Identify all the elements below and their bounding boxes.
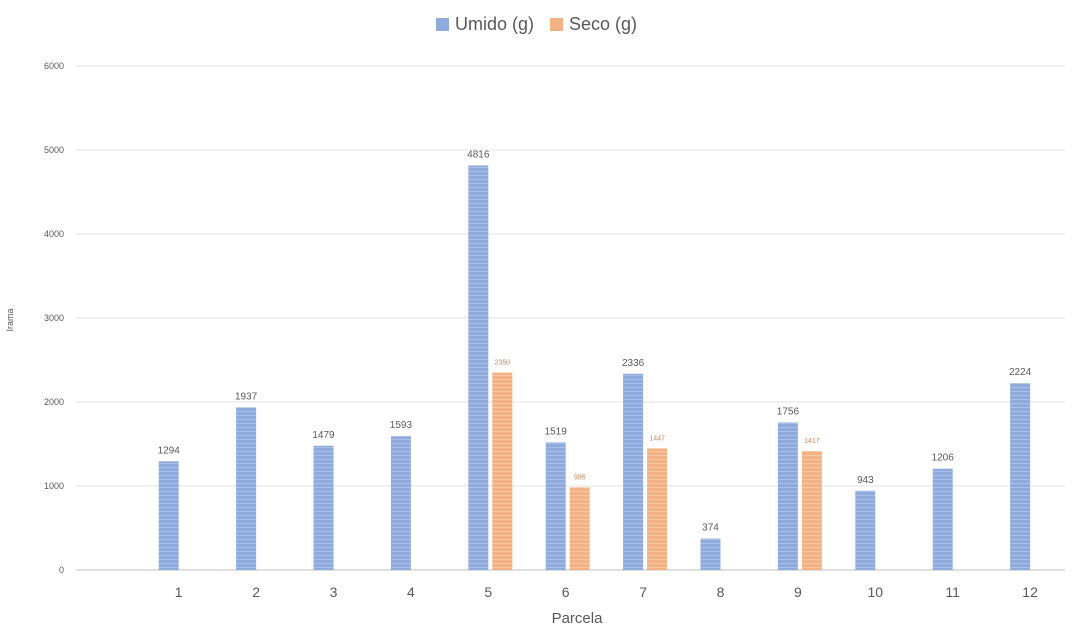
x-tick-label: 3 — [330, 584, 338, 600]
x-tick-label: 12 — [1022, 584, 1038, 600]
data-label-seco: 1447 — [649, 435, 665, 442]
bar-umido — [1010, 383, 1031, 570]
x-tick-label: 9 — [794, 584, 802, 600]
data-label-umido: 1479 — [312, 430, 335, 441]
x-tick-label: 8 — [717, 584, 725, 600]
x-tick-label: 4 — [407, 584, 415, 600]
legend-swatch-umido — [435, 18, 449, 31]
data-label-umido: 2224 — [1009, 367, 1032, 378]
data-label-umido: 374 — [702, 523, 719, 534]
legend-item-umido: Umido (g) — [435, 14, 534, 35]
legend-label-umido: Umido (g) — [454, 14, 534, 34]
bars — [158, 165, 1031, 570]
data-label-umido: 1519 — [545, 426, 568, 437]
data-label-umido: 1206 — [932, 453, 955, 464]
x-tick-label: 5 — [484, 584, 492, 600]
legend-label-seco: Seco (g) — [568, 14, 638, 34]
data-label-umido: 4816 — [467, 149, 490, 160]
x-tick-label: 7 — [639, 584, 647, 600]
y-axis-title: Irama — [5, 308, 15, 331]
legend-item-seco: Seco (g) — [549, 14, 638, 35]
y-tick-label: 3000 — [44, 313, 64, 323]
bar-umido — [313, 445, 334, 570]
data-label-umido: 943 — [857, 475, 874, 486]
y-tick-label: 2000 — [44, 397, 64, 407]
legend-swatch-seco — [549, 18, 563, 31]
data-label-umido: 2336 — [622, 358, 645, 369]
x-tick-label: 6 — [562, 584, 570, 600]
data-label-seco: 985 — [574, 474, 586, 481]
y-tick-label: 5000 — [44, 145, 64, 155]
y-tick-label: 6000 — [44, 61, 64, 71]
y-tick-label: 0 — [59, 565, 64, 575]
bar-umido — [932, 468, 953, 570]
bar-umido — [623, 373, 644, 570]
gridlines — [76, 65, 1065, 571]
y-tick-label: 4000 — [44, 229, 64, 239]
bar-seco — [569, 487, 590, 570]
x-axis-ticks: 1 2 3 4 5 6 7 8 9 10 11 12 — [175, 584, 1038, 600]
x-tick-label: 1 — [175, 584, 183, 600]
data-label-umido: 1937 — [235, 391, 258, 402]
x-axis-title: Parcela — [552, 610, 604, 627]
bar-umido — [855, 490, 876, 570]
bar-seco — [801, 450, 822, 570]
x-tick-label: 11 — [945, 584, 960, 600]
bar-umido — [777, 422, 798, 570]
x-tick-label: 2 — [252, 584, 260, 600]
bar-umido — [468, 165, 489, 570]
bar-umido — [390, 436, 411, 570]
bar-umido — [545, 442, 566, 570]
chart-legend: Umido (g) Seco (g) — [0, 14, 1073, 35]
data-label-umido: 1294 — [158, 445, 181, 456]
bar-seco — [647, 448, 668, 570]
y-tick-label: 1000 — [44, 481, 64, 491]
bar-umido — [236, 407, 257, 570]
data-labels: 1294 1937 1479 1593 4816 2350 1519 985 2336 1447 3… — [158, 149, 1032, 533]
data-label-umido: 1756 — [777, 406, 800, 417]
bar-seco — [492, 372, 513, 570]
x-tick-label: 10 — [868, 584, 884, 600]
data-label-seco: 1417 — [804, 438, 820, 445]
data-label-seco: 2350 — [495, 360, 511, 367]
bar-umido — [158, 461, 179, 570]
bar-umido — [700, 538, 721, 570]
y-axis-ticks: 0 1000 2000 3000 4000 5000 6000 — [44, 61, 64, 575]
data-label-umido: 1593 — [390, 420, 413, 431]
